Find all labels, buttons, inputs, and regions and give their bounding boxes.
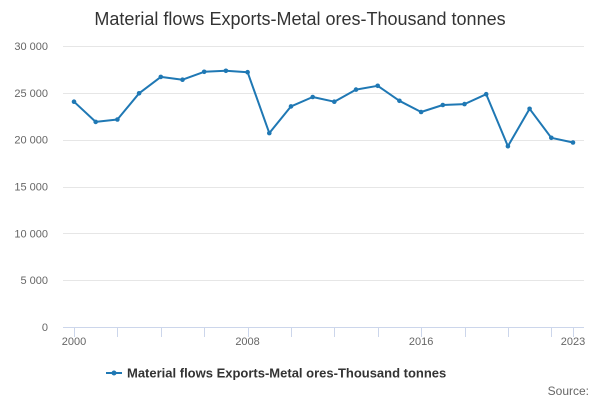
y-tick-label: 15 000 [14, 182, 48, 194]
x-tick-label: 2016 [409, 336, 433, 348]
data-point[interactable] [353, 87, 359, 92]
series-line [73, 69, 574, 148]
data-point[interactable] [505, 143, 511, 149]
data-point[interactable] [115, 117, 120, 122]
y-tick-label: 5 000 [20, 275, 48, 287]
series-layer [71, 68, 576, 149]
data-point[interactable] [245, 69, 250, 75]
data-point[interactable] [180, 77, 185, 82]
y-tick-label: 20 000 [14, 135, 48, 147]
data-point[interactable] [223, 68, 229, 74]
x-tick-label: 2000 [62, 336, 86, 348]
data-point[interactable] [462, 101, 467, 107]
data-point[interactable] [310, 94, 316, 100]
chart-title: Material flows Exports-Metal ores-Thousa… [94, 9, 505, 29]
x-axis-labels: 2000 2008 2016 2023 [62, 336, 585, 348]
y-tick-label: 10 000 [14, 228, 48, 240]
source-label[interactable]: Source: [548, 384, 589, 398]
legend-marker-swatch [111, 370, 117, 376]
data-point[interactable] [440, 102, 446, 108]
x-axis [63, 327, 584, 337]
data-point[interactable] [549, 135, 554, 141]
data-point[interactable] [570, 140, 576, 145]
data-point[interactable] [332, 99, 337, 104]
data-point[interactable] [93, 119, 98, 125]
data-point[interactable] [158, 74, 164, 80]
x-tick-label: 2023 [561, 336, 585, 348]
data-point[interactable] [375, 83, 381, 89]
gridlines [63, 46, 584, 281]
data-point[interactable] [71, 99, 77, 104]
data-point[interactable] [288, 104, 294, 109]
x-tick-label: 2008 [235, 336, 259, 348]
y-tick-label: 25 000 [14, 88, 48, 100]
data-point[interactable] [397, 98, 402, 104]
y-tick-label: 30 000 [14, 41, 48, 53]
legend[interactable]: Material flows Exports-Metal ores-Thousa… [106, 366, 446, 381]
y-tick-label: 0 [42, 322, 48, 334]
y-axis-labels: 0 5 000 10 000 15 000 20 000 25 000 30 000 [14, 41, 48, 334]
data-point[interactable] [201, 69, 207, 75]
data-point[interactable] [418, 109, 424, 115]
data-point[interactable] [527, 106, 532, 112]
data-point[interactable] [483, 91, 489, 97]
data-point[interactable] [267, 130, 272, 136]
data-point[interactable] [136, 91, 142, 96]
legend-label: Material flows Exports-Metal ores-Thousa… [127, 366, 446, 381]
